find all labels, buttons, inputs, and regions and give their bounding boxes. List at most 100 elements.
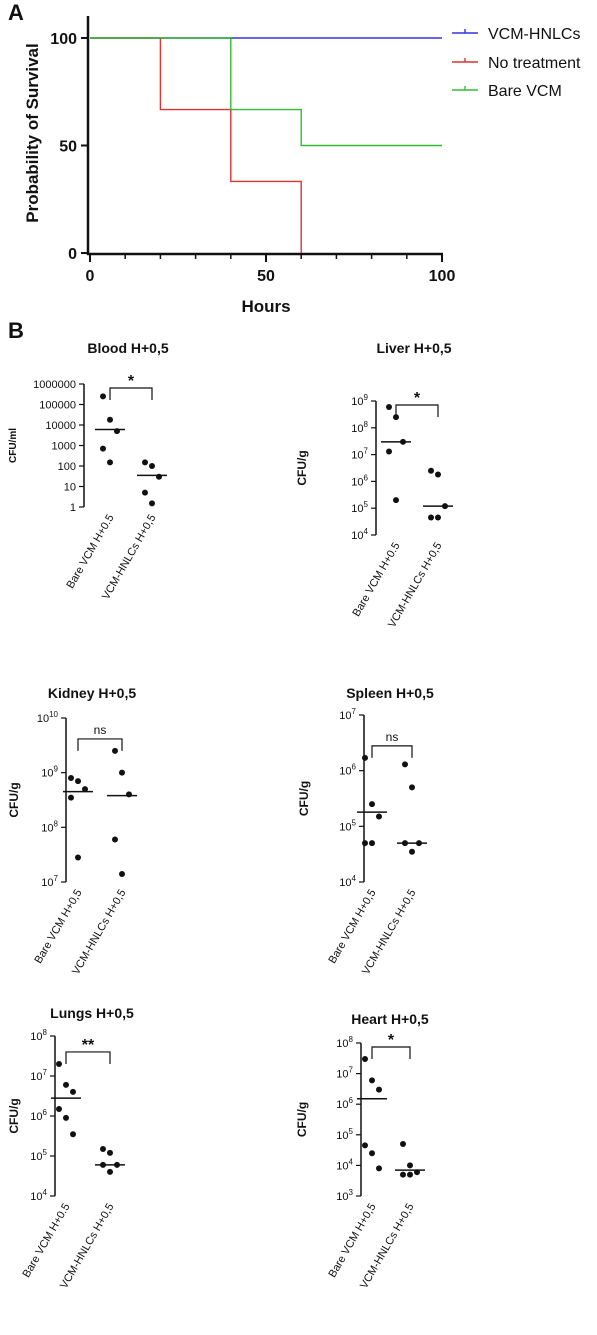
y-tick-label: 107 (339, 707, 356, 722)
y-tick-label: 104 (336, 1157, 353, 1172)
y-tick-exponent: 6 (349, 1096, 354, 1105)
y-tick-label: 108 (351, 420, 368, 435)
legend-label: No treatment (488, 55, 581, 72)
data-point (362, 840, 368, 847)
data-point (142, 489, 148, 496)
significance-label: ns (94, 723, 107, 737)
plot-title: Kidney H+0,5 (48, 685, 137, 701)
significance-bracket (395, 404, 439, 417)
y-axis-label: CFU/ml (8, 428, 19, 463)
data-point (362, 754, 368, 761)
y-tick-base: 10 (41, 822, 53, 834)
data-point (107, 459, 113, 466)
y-tick-exponent: 8 (43, 1028, 48, 1037)
y-tick-exponent: 9 (54, 765, 59, 774)
data-point (82, 786, 88, 793)
data-point (407, 1171, 413, 1178)
y-tick-base: 10 (351, 530, 363, 542)
y-tick-label: 108 (41, 819, 58, 834)
x-axis-label: Hours (241, 297, 290, 316)
y-tick-label: 100 (58, 461, 76, 473)
survival-chart: 0 50 100 0 50 100 Hours Probability of Survival… (23, 16, 581, 316)
data-point (149, 500, 155, 507)
y-tick-base: 10 (351, 450, 363, 462)
data-point (56, 1105, 62, 1112)
data-point (100, 393, 106, 400)
y-tick-base: 10 (41, 768, 53, 780)
y-tick-label: 1000000 (33, 379, 76, 391)
y-tick-base: 10 (351, 396, 363, 408)
y-tick-label: 105 (30, 1148, 47, 1163)
y-tick-base: 10 (30, 1191, 42, 1203)
y-tick-exponent: 5 (43, 1148, 48, 1157)
y-tick-exponent: 9 (364, 393, 369, 402)
data-point (369, 801, 375, 808)
significance-bracket (77, 738, 123, 751)
data-point (126, 791, 132, 798)
y-tick-exponent: 8 (364, 420, 369, 429)
y-tick-exponent: 6 (364, 473, 369, 482)
y-tick-label: 105 (339, 818, 356, 833)
y-tick-label: 104 (351, 527, 368, 542)
y-tick-label: 107 (41, 874, 58, 889)
y-tick-label: 1000 (52, 441, 76, 453)
y-tick-exponent: 8 (54, 819, 59, 828)
data-point (100, 1145, 106, 1152)
y-tick-label: 100000 (39, 400, 76, 412)
y-tick-base: 10 (336, 1069, 348, 1081)
data-point (428, 467, 434, 474)
y-tick-exponent: 4 (352, 874, 357, 883)
data-point (56, 1060, 62, 1067)
y-axis-label: CFU/g (7, 1098, 21, 1133)
plot-title: Lungs H+0,5 (50, 1005, 134, 1021)
y-tick-label: 106 (351, 473, 368, 488)
y-axis-label: CFU/g (295, 450, 309, 485)
data-point (369, 1077, 375, 1084)
data-point (112, 747, 118, 754)
plot-title: Blood H+0,5 (87, 340, 169, 356)
y-tick-base: 10 (336, 1099, 348, 1111)
y-tick-exponent: 5 (364, 500, 369, 509)
data-point (386, 448, 392, 455)
significance-bracket (371, 1046, 411, 1060)
data-point (107, 416, 113, 423)
y-tick-base: 10 (30, 1151, 42, 1163)
y-tick-exponent: 4 (349, 1157, 354, 1166)
y-tick-base: 10 (351, 423, 363, 435)
y-tick-exponent: 7 (54, 874, 59, 883)
y-tick-base: 10 (30, 1071, 42, 1083)
y-tick-label: 109 (41, 765, 58, 780)
data-point (369, 840, 375, 847)
y-tick-exponent: 4 (364, 527, 369, 536)
y-tick-base: 10 (336, 1160, 348, 1172)
y-tick-label: 50 (59, 139, 77, 156)
data-point (149, 463, 155, 469)
y-tick-exponent: 6 (352, 763, 357, 772)
significance-label: * (414, 390, 421, 407)
data-point (68, 794, 74, 801)
data-point (63, 1081, 69, 1088)
series-line-1 (90, 37, 302, 253)
y-axis-label: Probability of Survival (23, 43, 42, 223)
legend-label: VCM-HNLCs (488, 26, 580, 43)
y-tick-label: 0 (68, 246, 77, 263)
data-point (107, 1149, 113, 1156)
y-tick-base: 10 (339, 877, 351, 889)
y-tick-base: 10 (30, 1031, 42, 1043)
data-point (100, 445, 106, 452)
significance-bracket (371, 745, 413, 758)
data-point (63, 1114, 69, 1121)
y-tick-base: 10 (339, 821, 351, 833)
category-label: Bare VCM H+0,5 (32, 888, 84, 966)
y-tick-exponent: 6 (43, 1108, 48, 1117)
data-point (409, 784, 415, 791)
significance-label: ** (82, 1037, 95, 1054)
y-tick-base: 10 (351, 503, 363, 515)
plot-title: Liver H+0,5 (376, 340, 451, 356)
y-tick-label: 105 (336, 1127, 353, 1142)
data-point (70, 1131, 76, 1138)
